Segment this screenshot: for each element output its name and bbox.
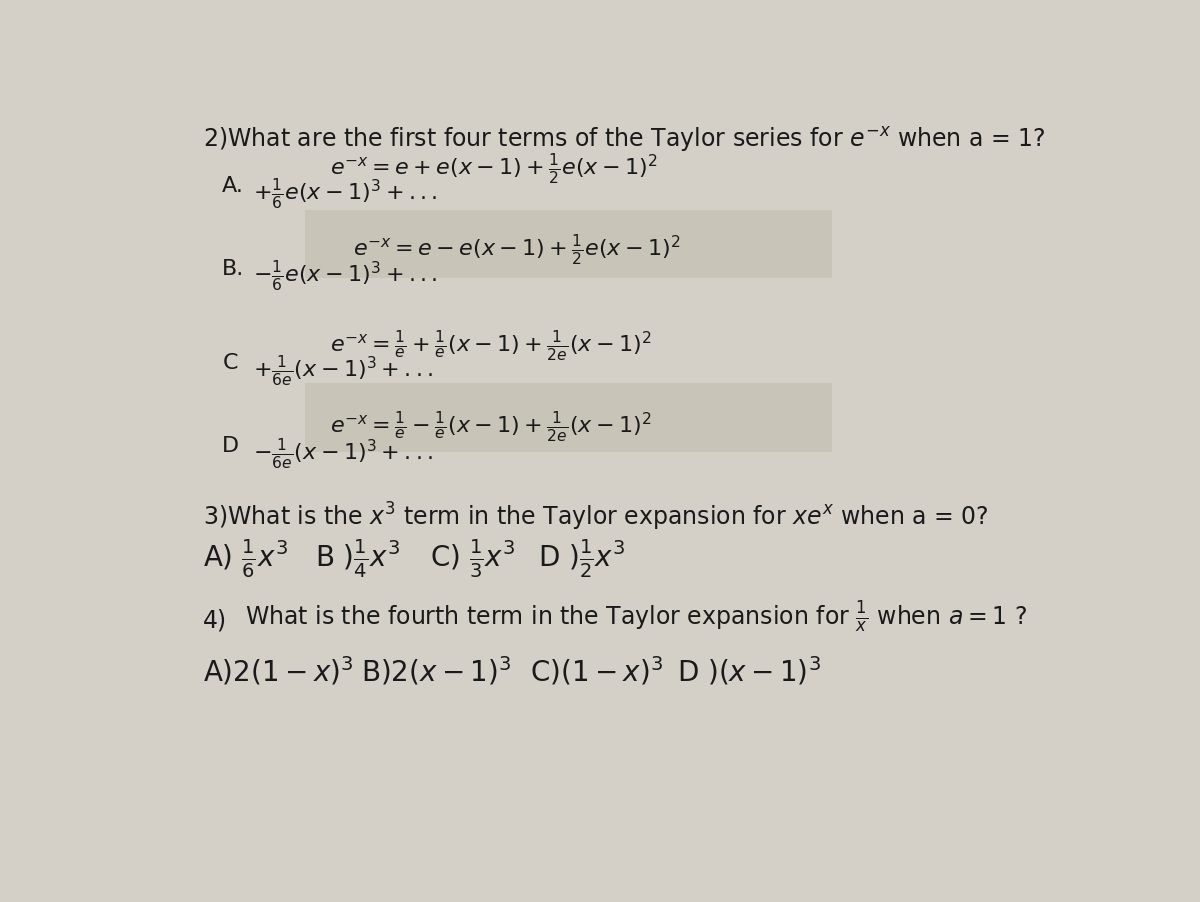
FancyBboxPatch shape	[306, 210, 832, 279]
Text: A) $\frac{1}{6}x^3$: A) $\frac{1}{6}x^3$	[203, 538, 288, 579]
Text: $e^{-x} = \frac{1}{e} - \frac{1}{e}(x-1) + \frac{1}{2e}(x-1)^2$: $e^{-x} = \frac{1}{e} - \frac{1}{e}(x-1)…	[330, 409, 652, 443]
Text: D )$\frac{1}{2}x^3$: D )$\frac{1}{2}x^3$	[538, 538, 625, 579]
Text: B)$2(x-1)^3$: B)$2(x-1)^3$	[361, 654, 511, 687]
Text: $+\frac{1}{6e}(x-1)^3 + ...$: $+\frac{1}{6e}(x-1)^3 + ...$	[253, 353, 433, 388]
Text: What is the fourth term in the Taylor expansion for $\frac{1}{x}$ when $a = 1$ ?: What is the fourth term in the Taylor ex…	[246, 599, 1027, 633]
Text: C) $\frac{1}{3}x^3$: C) $\frac{1}{3}x^3$	[431, 538, 516, 579]
Text: $-\frac{1}{6e}(x-1)^3 + ...$: $-\frac{1}{6e}(x-1)^3 + ...$	[253, 435, 433, 470]
Text: $e^{-x} = \frac{1}{e} + \frac{1}{e}(x-1) + \frac{1}{2e}(x-1)^2$: $e^{-x} = \frac{1}{e} + \frac{1}{e}(x-1)…	[330, 327, 652, 363]
Text: 2)What are the first four terms of the Taylor series for $e^{-x}$ when a = 1?: 2)What are the first four terms of the T…	[203, 125, 1045, 154]
Text: A.: A.	[222, 176, 244, 196]
Text: A)$2(1-x)^3$: A)$2(1-x)^3$	[203, 654, 354, 687]
FancyBboxPatch shape	[306, 383, 832, 452]
Text: $e^{-x} = e + e(x-1) + \frac{1}{2}e(x-1)^2$: $e^{-x} = e + e(x-1) + \frac{1}{2}e(x-1)…	[330, 151, 658, 186]
Text: $-\frac{1}{6}e(x-1)^3 + ...$: $-\frac{1}{6}e(x-1)^3 + ...$	[253, 258, 438, 293]
Text: $+\frac{1}{6}e(x-1)^3 + ...$: $+\frac{1}{6}e(x-1)^3 + ...$	[253, 176, 438, 211]
Text: 4): 4)	[203, 608, 227, 632]
Text: D )$(x-1)^3$: D )$(x-1)^3$	[677, 654, 821, 687]
Text: B )$\frac{1}{4}x^3$: B )$\frac{1}{4}x^3$	[314, 538, 400, 579]
Text: B.: B.	[222, 258, 245, 278]
Text: $e^{-x} = e - e(x-1) + \frac{1}{2}e(x-1)^2$: $e^{-x} = e - e(x-1) + \frac{1}{2}e(x-1)…	[353, 231, 680, 266]
Text: 3)What is the $x^3$ term in the Taylor expansion for $xe^x$ when a = 0?: 3)What is the $x^3$ term in the Taylor e…	[203, 501, 989, 533]
Text: C)$(1-x)^3$: C)$(1-x)^3$	[530, 654, 664, 687]
Text: D: D	[222, 435, 240, 456]
Text: C: C	[222, 353, 238, 373]
